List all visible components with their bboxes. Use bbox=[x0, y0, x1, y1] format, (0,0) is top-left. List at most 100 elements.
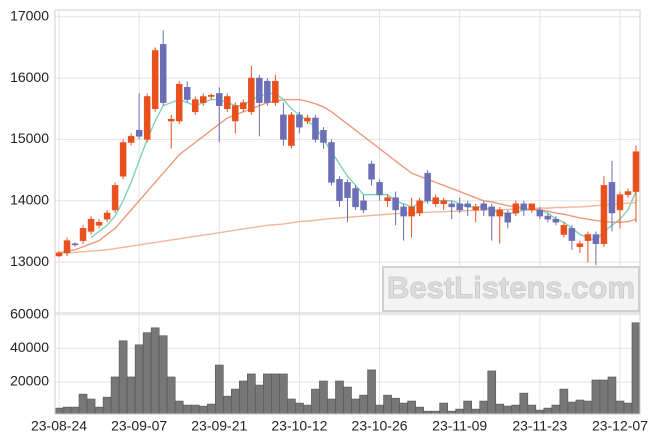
volume-bar bbox=[511, 404, 521, 415]
candle-body bbox=[608, 182, 616, 214]
candle-body bbox=[79, 228, 87, 241]
volume-bar bbox=[190, 404, 200, 415]
labels-layer: 13000 14000 15000 16000 17000 20000 40000 60000… bbox=[10, 7, 648, 433]
volume-bar bbox=[535, 409, 545, 415]
candle-body bbox=[232, 105, 239, 122]
candle-body bbox=[512, 203, 520, 214]
volume-bar bbox=[415, 406, 424, 415]
volume-bar bbox=[471, 408, 481, 415]
candle-body bbox=[632, 151, 640, 192]
candle-body bbox=[376, 182, 383, 195]
volume-bar bbox=[287, 398, 296, 415]
marks-layer bbox=[54, 30, 641, 415]
candle-body bbox=[296, 114, 303, 128]
candle-body bbox=[167, 118, 175, 122]
volume-bar bbox=[335, 380, 344, 415]
candle-body bbox=[191, 99, 199, 113]
candle-body bbox=[432, 197, 439, 205]
candle-body bbox=[175, 83, 183, 122]
volume-bar bbox=[214, 364, 224, 415]
candle-body bbox=[135, 129, 143, 137]
candle-body bbox=[368, 163, 375, 180]
candle-body bbox=[95, 221, 103, 226]
volume-bar bbox=[255, 384, 264, 415]
candle-body bbox=[384, 197, 391, 202]
volume-bar bbox=[206, 403, 216, 415]
candle-body bbox=[440, 200, 447, 205]
volume-bar bbox=[607, 376, 617, 415]
volume-bar bbox=[527, 404, 537, 415]
volume-bar bbox=[182, 404, 192, 415]
candle-body bbox=[127, 136, 135, 143]
volume-bar bbox=[367, 369, 376, 415]
volume-bar bbox=[543, 407, 553, 415]
x-tick-label: 23-10-12 bbox=[271, 418, 327, 434]
x-tick-label: 23-09-21 bbox=[191, 418, 247, 434]
candle-body bbox=[520, 203, 528, 211]
candle-body bbox=[312, 117, 319, 140]
candle-body bbox=[480, 203, 487, 211]
candle-body bbox=[592, 234, 600, 244]
volume-bar bbox=[551, 404, 561, 415]
x-tick-label: 23-09-07 bbox=[111, 418, 167, 434]
candle-body bbox=[304, 117, 311, 122]
x-tick-label: 23-08-24 bbox=[31, 418, 87, 434]
volume-bar bbox=[495, 403, 505, 415]
candle-body bbox=[55, 252, 63, 257]
volume-bar bbox=[575, 399, 585, 415]
candle-body bbox=[280, 114, 287, 140]
volume-bar bbox=[591, 379, 601, 415]
x-tick-label: 23-11-09 bbox=[432, 418, 487, 434]
y-tick-label: 17000 bbox=[10, 7, 49, 23]
volume-bar bbox=[391, 397, 400, 415]
volume-bar bbox=[247, 373, 256, 415]
volume-bar bbox=[399, 402, 408, 415]
volume-bar bbox=[519, 392, 529, 415]
volume-bar bbox=[279, 373, 288, 415]
volume-bar bbox=[455, 408, 464, 415]
volume-bar bbox=[303, 404, 312, 415]
candle-body bbox=[424, 172, 431, 202]
candle-body bbox=[272, 80, 279, 103]
volume-bar bbox=[78, 393, 88, 415]
candle-body bbox=[344, 182, 351, 198]
y-tick-label: 20000 bbox=[10, 373, 49, 389]
volume-bar bbox=[343, 386, 352, 415]
volume-bar bbox=[271, 373, 280, 415]
candle-body bbox=[224, 96, 231, 110]
candle-body bbox=[352, 188, 359, 208]
candle-body bbox=[416, 200, 423, 214]
candle-body bbox=[576, 243, 584, 248]
volume-bar bbox=[102, 396, 112, 415]
candle-body bbox=[488, 206, 495, 217]
candle-body bbox=[544, 215, 552, 220]
candle-body bbox=[560, 225, 568, 235]
candle-body bbox=[464, 203, 471, 208]
volume-bar bbox=[631, 322, 641, 415]
volume-bar bbox=[222, 395, 232, 415]
volume-bar bbox=[615, 400, 625, 415]
candle-body bbox=[183, 87, 191, 100]
candle-body bbox=[504, 212, 512, 223]
volume-bar bbox=[359, 394, 368, 415]
candle-body bbox=[159, 44, 167, 103]
candle-body bbox=[208, 95, 215, 97]
candle-body bbox=[392, 197, 399, 211]
candle-body bbox=[616, 194, 624, 211]
volume-bar bbox=[327, 398, 336, 415]
candle-body bbox=[87, 218, 95, 232]
y-tick-label: 14000 bbox=[10, 191, 49, 207]
y-tick-label: 60000 bbox=[10, 305, 49, 321]
volume-bar bbox=[463, 400, 473, 415]
candle-body bbox=[456, 203, 463, 211]
volume-bar bbox=[86, 398, 96, 415]
y-tick-label: 15000 bbox=[10, 130, 49, 146]
candle-body bbox=[600, 185, 608, 244]
candle-body bbox=[624, 191, 632, 195]
volume-bar bbox=[158, 335, 168, 415]
candle-body bbox=[143, 96, 151, 140]
candle-body bbox=[288, 114, 295, 146]
volume-bar bbox=[479, 400, 489, 415]
